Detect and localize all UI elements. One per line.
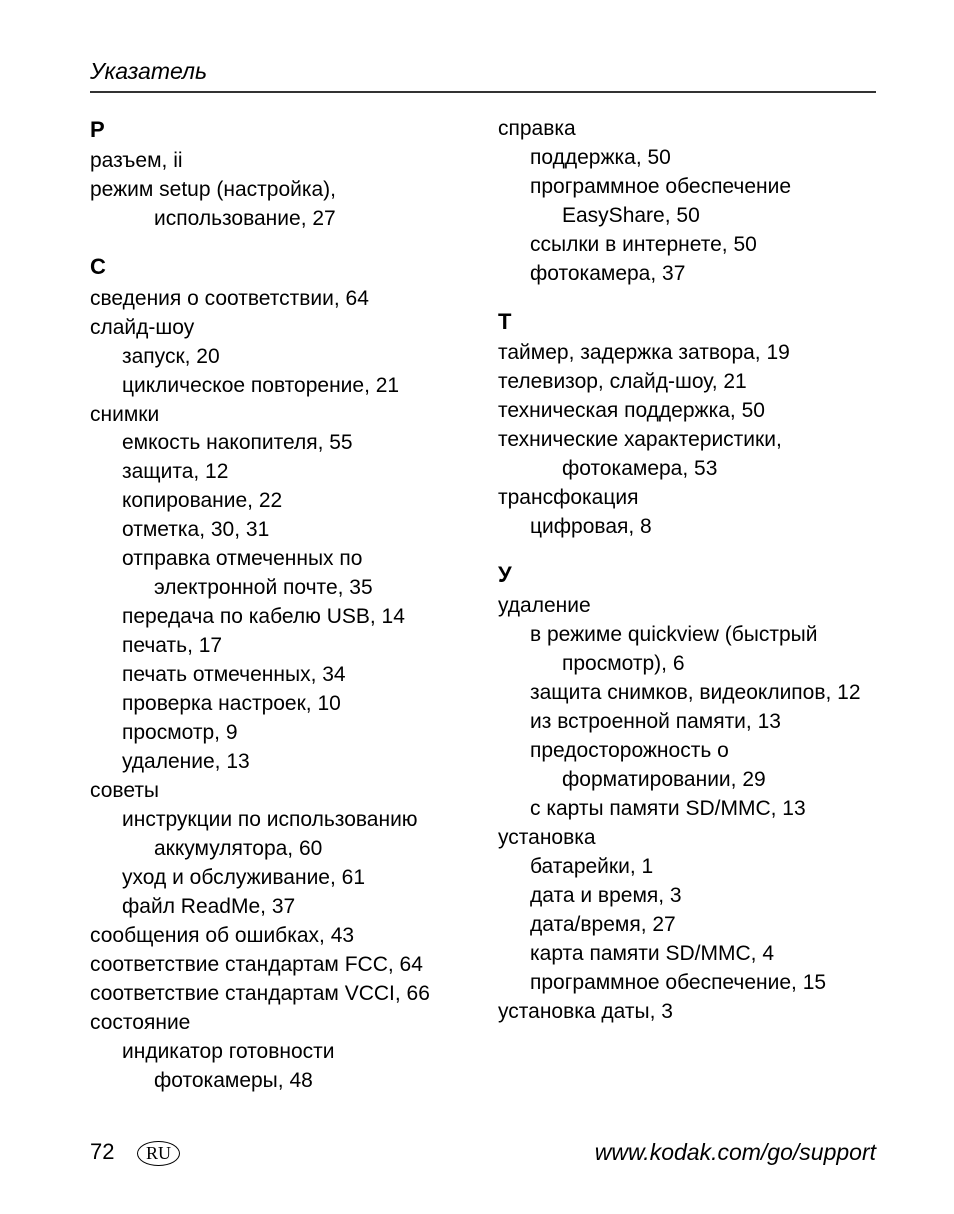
index-subentry: запуск, 20 [90,343,468,372]
page-footer: 72 RU www.kodak.com/go/support [90,1139,876,1166]
index-section-letter: Р [90,115,468,145]
right-column: справкаподдержка, 50программное обеспече… [498,115,876,1096]
index-subentry: передача по кабелю USB, 14 [90,603,468,632]
index-subentry: уход и обслуживание, 61 [90,864,468,893]
index-entry: техническая поддержка, 50 [498,397,876,426]
index-section-letter: У [498,560,876,590]
index-entry: справка [498,115,876,144]
index-subentry: фотокамера, 37 [498,260,876,289]
index-subentry: емкость накопителя, 55 [90,429,468,458]
footer-url: www.kodak.com/go/support [595,1139,876,1166]
index-subentry: файл ReadMe, 37 [90,893,468,922]
language-badge: RU [137,1141,180,1166]
index-subentry: циклическое повторение, 21 [90,372,468,401]
index-entry: разъем, ii [90,147,468,176]
index-subentry: печать отмеченных, 34 [90,661,468,690]
index-subentry: поддержка, 50 [498,144,876,173]
index-entry: состояние [90,1009,468,1038]
index-entry: сведения о соответствии, 64 [90,285,468,314]
index-entry: удаление [498,592,876,621]
index-entry: таймер, задержка затвора, 19 [498,339,876,368]
index-section-letter: Т [498,307,876,337]
header-rule [90,91,876,93]
index-entry: снимки [90,401,468,430]
index-entry: советы [90,777,468,806]
index-entry: трансфокация [498,484,876,513]
index-subentry: предосторожность о форматировании, 29 [498,737,876,795]
index-subentry: цифровая, 8 [498,513,876,542]
index-subentry: из встроенной памяти, 13 [498,708,876,737]
index-subentry: инструкции по использованию аккумулятора… [90,806,468,864]
index-entry: установка [498,824,876,853]
index-subentry: с карты памяти SD/MMC, 13 [498,795,876,824]
index-entry: слайд-шоу [90,314,468,343]
index-subentry: фотокамера, 53 [498,455,876,484]
index-entry: соответствие стандартам VCCI, 66 [90,980,468,1009]
index-subentry: печать, 17 [90,632,468,661]
index-subentry: защита снимков, видеоклипов, 12 [498,679,876,708]
index-subentry: индикатор готовности фотокамеры, 48 [90,1038,468,1096]
index-subentry: программное обеспечение EasyShare, 50 [498,173,876,231]
index-entry: телевизор, слайд-шоу, 21 [498,368,876,397]
index-subentry: отправка отмеченных по электронной почте… [90,545,468,603]
index-subentry: дата и время, 3 [498,882,876,911]
index-subentry: дата/время, 27 [498,911,876,940]
index-subentry: удаление, 13 [90,748,468,777]
index-subentry: использование, 27 [90,205,468,234]
index-subentry: защита, 12 [90,458,468,487]
index-subentry: просмотр, 9 [90,719,468,748]
index-section-letter: С [90,252,468,282]
index-entry: технические характеристики, [498,426,876,455]
page-number: 72 [90,1139,114,1164]
index-subentry: карта памяти SD/MMC, 4 [498,940,876,969]
index-entry: режим setup (настройка), [90,176,468,205]
index-entry: установка даты, 3 [498,998,876,1027]
index-columns: Рразъем, iiрежим setup (настройка),испол… [90,115,876,1096]
index-subentry: ссылки в интернете, 50 [498,231,876,260]
index-entry: сообщения об ошибках, 43 [90,922,468,951]
footer-left: 72 RU [90,1139,180,1166]
page-header-title: Указатель [90,58,876,85]
index-subentry: проверка настроек, 10 [90,690,468,719]
index-subentry: батарейки, 1 [498,853,876,882]
left-column: Рразъем, iiрежим setup (настройка),испол… [90,115,468,1096]
index-subentry: в режиме quickview (быстрый просмотр), 6 [498,621,876,679]
index-entry: соответствие стандартам FCC, 64 [90,951,468,980]
index-subentry: отметка, 30, 31 [90,516,468,545]
index-subentry: копирование, 22 [90,487,468,516]
index-subentry: программное обеспечение, 15 [498,969,876,998]
